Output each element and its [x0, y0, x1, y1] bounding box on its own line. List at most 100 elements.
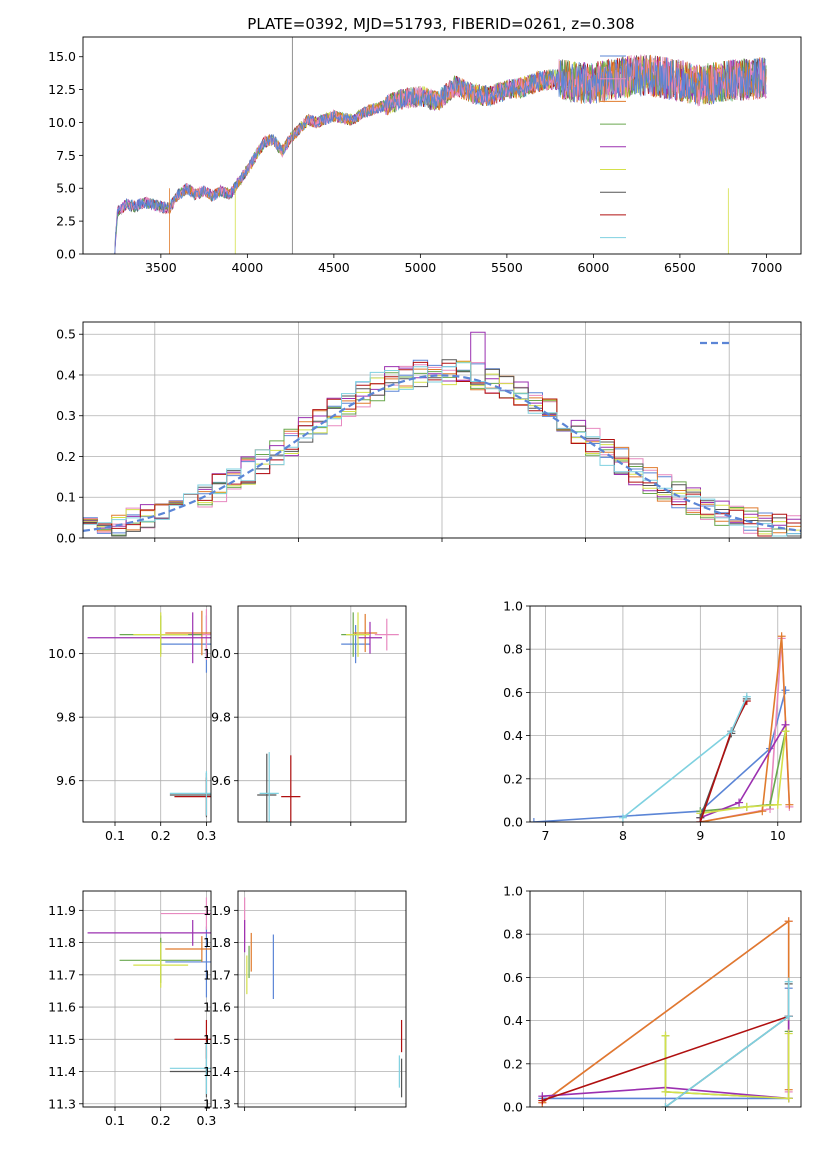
y-tick-label: 11.5	[48, 1032, 76, 1047]
x-tick-label: 5500	[491, 260, 523, 275]
y-tick-label: 11.6	[203, 1000, 231, 1015]
spectrum-legend	[600, 55, 626, 239]
y-tick-label: 0.6	[503, 970, 523, 985]
weight-marker	[696, 818, 705, 822]
panel-spectrum: 3500 4000 4500 5000 5500 6000 6500 7000 0.0 2.5 5.…	[48, 36, 802, 275]
x-tick-label: 0.1	[105, 1113, 125, 1128]
x-tick-label: 0.2	[151, 1113, 171, 1128]
panel-mass_vs_Z: 0.1 0.2 0.3 11.3 11.4 11.5 11.6 11.7 11.8 11.9	[48, 890, 216, 1128]
y-tick-label: 11.3	[48, 1096, 76, 1111]
weight-marker	[530, 818, 538, 822]
y-tick-label: 0.2	[56, 449, 76, 464]
errorbar-point	[165, 926, 211, 998]
weight-marker	[784, 917, 793, 926]
weight-marker	[742, 692, 751, 701]
axes-frame-mass_vs_Z	[82, 890, 212, 1108]
weight-line	[542, 1015, 789, 1102]
y-tick-label: 11.4	[203, 1064, 231, 1079]
weight-marker	[784, 1012, 793, 1021]
errorbar-point	[259, 752, 279, 822]
plot-area-spectrum	[110, 37, 767, 254]
plot-area-age_vs_mass	[238, 606, 406, 822]
axes-frame-weight_vs_age	[529, 605, 802, 823]
x-tick-label: 4500	[318, 260, 350, 275]
y-tick-label: 0.4	[503, 728, 523, 743]
spectrum-line	[110, 56, 767, 254]
errorbar-point	[133, 942, 189, 988]
y-tick-label: 10.0	[48, 115, 76, 130]
y-tick-label: 0.0	[56, 531, 76, 546]
x-tick-label: 4000	[231, 260, 263, 275]
weight-marker	[758, 807, 767, 816]
y-tick-label: 9.8	[211, 710, 231, 725]
x-tick-label: 0.3	[196, 828, 216, 843]
y-tick-label: 0.5	[56, 327, 76, 342]
errorbar-point	[165, 936, 211, 962]
y-tick-label: 12.5	[48, 82, 76, 97]
errorbar-point	[358, 621, 382, 654]
y-tick-label: 11.4	[48, 1064, 76, 1079]
y-tick-label: 11.7	[48, 967, 76, 982]
weight-marker	[661, 1087, 670, 1096]
plot-area-mass_vs_Z	[83, 891, 211, 1107]
x-tick-label: 8	[619, 828, 627, 843]
weight-line	[664, 1033, 790, 1100]
panel-age_vs_Z: 0.1 0.2 0.3 9.6 9.8 10.0	[48, 605, 216, 843]
weight-marker	[781, 686, 790, 695]
y-tick-label: 9.8	[56, 710, 76, 725]
y-tick-label: 11.9	[48, 903, 76, 918]
axes-frame-mass_vs_ebv	[237, 890, 407, 1108]
weight-marker	[784, 977, 793, 986]
y-tick-label: 11.5	[203, 1032, 231, 1047]
x-tick-label: 0.3	[196, 1113, 216, 1128]
errorbar-point	[346, 612, 370, 657]
axes-frame-age_vs_mass	[237, 605, 407, 823]
y-tick-label: 9.6	[56, 773, 76, 788]
weight-marker	[784, 1094, 793, 1103]
grid-mass_vs_ebv	[238, 891, 406, 1107]
plot-area-weight_vs_age	[530, 606, 801, 822]
plots-layer: 3500 4000 4500 5000 5500 6000 6500 7000 0.0 2.5 5.…	[48, 36, 802, 1128]
weight-marker	[773, 800, 782, 809]
weight-marker	[742, 802, 751, 811]
errorbar-point	[169, 1042, 211, 1095]
weight-marker	[735, 798, 744, 807]
y-tick-label: 11.3	[203, 1096, 231, 1111]
panel-weight_vs_Z: 0.0 0.2 0.4 0.6 0.8 1.0	[503, 884, 802, 1115]
weight-marker	[785, 800, 794, 809]
panel-residuals: 0.0 0.1 0.2 0.3 0.4 0.5	[56, 321, 802, 546]
weight-line	[700, 636, 791, 822]
x-tick-label: 0.2	[151, 828, 171, 843]
weight-marker	[661, 1103, 670, 1107]
y-tick-label: 10.0	[48, 646, 76, 661]
y-tick-label: 11.9	[203, 903, 231, 918]
y-tick-label: 0.4	[503, 1013, 523, 1028]
errorbar-point	[87, 920, 211, 946]
weight-line	[533, 689, 787, 822]
errorbar-point	[133, 612, 189, 657]
normal-curve	[83, 374, 801, 532]
errorbar-point	[87, 612, 211, 664]
x-tick-label: 7	[542, 828, 550, 843]
y-tick-label: 1.0	[503, 884, 523, 899]
y-tick-label: 0.8	[503, 927, 523, 942]
errorbar-point	[257, 753, 277, 822]
weight-marker	[781, 727, 790, 736]
weight-marker	[538, 1096, 547, 1105]
y-tick-label: 0.0	[503, 1100, 523, 1115]
plot-area-residuals	[83, 322, 801, 538]
y-tick-label: 2.5	[56, 214, 76, 229]
spectrum-spikes	[169, 37, 729, 254]
plot-area-weight_vs_Z	[530, 891, 801, 1107]
x-tick-label: 0.1	[105, 828, 125, 843]
weight-marker	[661, 1031, 670, 1040]
y-tick-label: 15.0	[48, 49, 76, 64]
errorbar-point	[374, 618, 399, 651]
y-tick-label: 5.0	[56, 181, 76, 196]
y-tick-label: 0.6	[503, 685, 523, 700]
y-tick-label: 0.0	[503, 815, 523, 830]
y-tick-label: 9.6	[211, 773, 231, 788]
y-tick-label: 0.2	[503, 771, 523, 786]
y-tick-label: 11.7	[203, 967, 231, 982]
y-tick-label: 0.0	[56, 247, 76, 262]
